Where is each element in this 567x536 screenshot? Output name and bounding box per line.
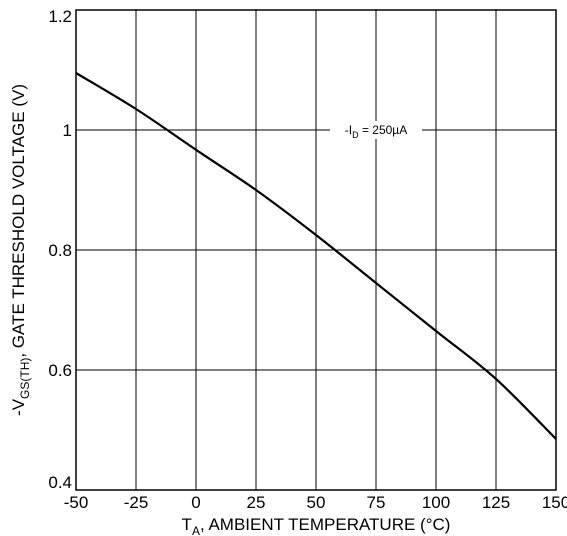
grid-lines <box>75 9 557 491</box>
x-tick-label: -50 <box>64 493 89 512</box>
y-axis-label: -VGS(TH), GATE THRESHOLD VOLTAGE (V) <box>9 84 32 416</box>
annotation-sub: D <box>352 130 359 140</box>
x-axis-label: TA, AMBIENT TEMPERATURE (°C) <box>182 515 451 536</box>
annotation-rest: = 250µA <box>359 123 408 137</box>
y-axis-label-rest: , GATE THRESHOLD VOLTAGE (V) <box>9 84 28 358</box>
x-tick-label: 125 <box>482 493 510 512</box>
plot-frame <box>75 9 557 491</box>
annotation-background <box>330 121 422 139</box>
current-annotation: -ID = 250µA <box>330 121 422 140</box>
x-tick-label: 0 <box>191 493 200 512</box>
x-axis-label-rest: , AMBIENT TEMPERATURE (°C) <box>200 515 451 534</box>
series-line <box>75 72 557 440</box>
x-tick-label: 25 <box>247 493 266 512</box>
annotation-main: -I <box>345 123 352 137</box>
annotation-text: -ID = 250µA <box>345 123 407 140</box>
x-tick-label: 150 <box>542 493 567 512</box>
y-tick-label: 1 <box>63 121 72 140</box>
x-tick-label: 75 <box>367 493 386 512</box>
y-tick-label: 0.4 <box>48 473 72 492</box>
y-axis-label-sub: GS(TH) <box>18 358 32 399</box>
y-tick-labels: 0.4 0.6 0.8 1 1.2 <box>48 7 72 492</box>
x-axis-label-main: T <box>182 515 192 534</box>
y-tick-label: 1.2 <box>48 7 72 26</box>
x-tick-label: 100 <box>422 493 450 512</box>
x-tick-label: 50 <box>307 493 326 512</box>
x-tick-label: -25 <box>124 493 149 512</box>
y-axis-label-main: -V <box>9 398 28 416</box>
series-layer <box>75 72 557 440</box>
x-tick-labels: -50 -25 0 25 50 75 100 125 150 <box>64 493 567 512</box>
y-tick-label: 0.6 <box>48 361 72 380</box>
y-tick-label: 0.8 <box>48 241 72 260</box>
x-axis-label-sub: A <box>192 524 200 536</box>
